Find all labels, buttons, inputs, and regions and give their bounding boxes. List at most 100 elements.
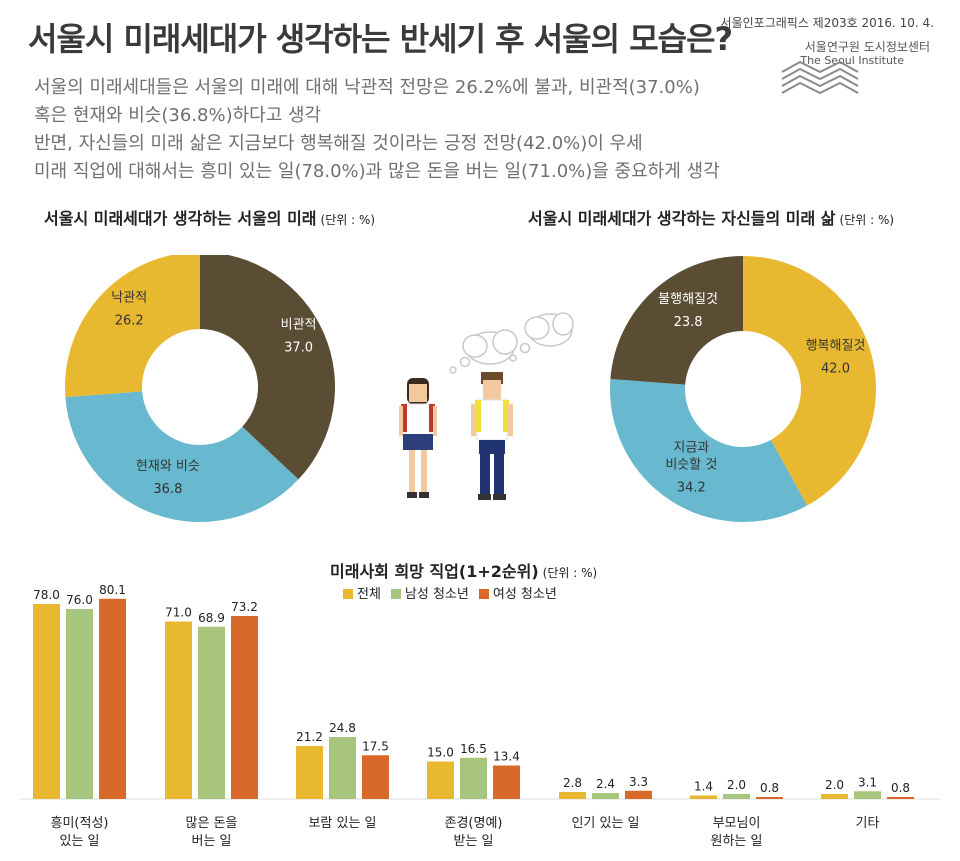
- donut-slice-label: 비슷할 것: [665, 457, 717, 472]
- category-label: 부모님이: [713, 816, 761, 831]
- bar: [690, 795, 717, 799]
- bar-value-label: 2.0: [825, 778, 844, 792]
- donut-slice-value: 23.8: [674, 315, 703, 330]
- legend-label: 전체: [357, 587, 381, 602]
- bar: [33, 604, 60, 799]
- donut-slice-value: 34.2: [677, 480, 706, 495]
- donut-slice-value: 36.8: [153, 482, 182, 497]
- bar-value-label: 13.4: [493, 750, 520, 764]
- bar: [66, 609, 93, 799]
- bar-value-label: 24.8: [329, 721, 356, 735]
- donut-slice-value: 42.0: [821, 361, 850, 376]
- donut-slice-label: 낙관적: [111, 290, 147, 305]
- bar-value-label: 17.5: [362, 739, 389, 753]
- bar-value-label: 71.0: [165, 606, 192, 620]
- thought-bubble-icon: [449, 329, 518, 374]
- bar: [625, 790, 652, 799]
- bar: [231, 616, 258, 799]
- summary-line: 서울의 미래세대들은 서울의 미래에 대해 낙관적 전망은 26.2%에 불과,…: [34, 77, 700, 98]
- donut-slice-value: 37.0: [284, 341, 313, 356]
- chart3-unit: (단위 : %): [542, 566, 598, 580]
- bar-value-label: 3.3: [629, 775, 648, 789]
- bar-value-label: 2.0: [727, 778, 746, 792]
- donut-slice: [610, 378, 808, 522]
- bar-value-label: 0.8: [760, 781, 779, 795]
- category-label: 존경(명예): [445, 816, 503, 831]
- legend-item: 전체: [343, 587, 381, 602]
- page-title: 서울시 미래세대가 생각하는 반세기 후 서울의 모습은?: [28, 20, 733, 58]
- bar: [854, 791, 881, 799]
- bar-value-label: 21.2: [296, 730, 323, 744]
- donut-slice: [743, 256, 876, 506]
- category-label: 버는 일: [191, 834, 231, 849]
- bar-value-label: 2.4: [596, 777, 615, 791]
- donut-slice-label: 지금과: [673, 440, 709, 455]
- thought-bubble-icon: [509, 312, 574, 362]
- legend-item: 여성 청소년: [478, 587, 557, 602]
- legend-swatch: [390, 589, 401, 599]
- bar-value-label: 0.8: [891, 781, 910, 795]
- bar-value-label: 73.2: [231, 600, 258, 614]
- bar-value-label: 3.1: [858, 775, 877, 789]
- chart3-legend: 전체 남성 청소년 여성 청소년: [343, 583, 567, 602]
- category-label: 많은 돈을: [186, 816, 238, 831]
- institute-name-en: The Seoul Institute: [800, 54, 904, 67]
- bar-value-label: 76.0: [66, 593, 93, 607]
- bar-value-label: 2.8: [563, 776, 582, 790]
- legend-label: 여성 청소년: [492, 587, 557, 602]
- bar: [592, 793, 619, 799]
- boy-student-icon: [471, 372, 513, 500]
- bar: [756, 797, 783, 799]
- bar: [362, 755, 389, 799]
- bar-value-label: 16.5: [460, 742, 487, 756]
- donut-slice-label: 행복해질것: [806, 337, 866, 353]
- category-label: 보람 있는 일: [308, 816, 376, 831]
- bar: [887, 797, 914, 799]
- bar: [427, 761, 454, 799]
- donut-slice-label: 불행해질것: [658, 291, 718, 307]
- bar: [723, 794, 750, 799]
- bar-value-label: 80.1: [99, 583, 126, 597]
- donut-slice: [65, 255, 200, 398]
- chart2-title-text: 서울시 미래세대가 생각하는 자신들의 미래 삶: [528, 209, 836, 228]
- summary-line: 혹은 현재와 비슷(36.8%)하다고 생각: [34, 105, 322, 126]
- bar: [198, 626, 225, 799]
- bar: [165, 621, 192, 799]
- category-label: 기타: [856, 816, 880, 831]
- issue-info: 서울인포그래픽스 제203호 2016. 10. 4.: [720, 16, 934, 30]
- bar: [559, 792, 586, 799]
- bar-value-label: 15.0: [427, 746, 454, 760]
- donut-slice: [65, 391, 299, 522]
- chart1-unit: (단위 : %): [320, 213, 376, 227]
- chart2-title: 서울시 미래세대가 생각하는 자신들의 미래 삶 (단위 : %): [528, 205, 894, 229]
- category-label: 원하는 일: [711, 834, 763, 849]
- bar: [460, 757, 487, 799]
- bar-value-label: 68.9: [198, 611, 225, 625]
- chart1-title: 서울시 미래세대가 생각하는 서울의 미래 (단위 : %): [44, 205, 375, 229]
- chart3-title: 미래사회 희망 직업(1+2순위) (단위 : %): [330, 558, 597, 582]
- bar: [99, 598, 126, 799]
- donut-slice-label: 비관적: [281, 318, 317, 333]
- bar-chart-job-preference: 78.0 76.0 80.1 흥미(적성) 있는 일 71.0 68.9 73.2 많은 돈을버…: [20, 583, 940, 849]
- bar-value-label: 1.4: [694, 780, 713, 794]
- chart2-unit: (단위 : %): [839, 213, 895, 227]
- donut-slice-label: 현재와 비슷: [136, 459, 200, 474]
- seoul-institute-logo-icon: [781, 60, 859, 95]
- summary-line: 미래 직업에 대해서는 흥미 있는 일(78.0%)과 많은 돈을 버는 일(7…: [34, 161, 720, 182]
- bar: [821, 794, 848, 799]
- bar: [329, 737, 356, 799]
- legend-swatch: [343, 589, 353, 599]
- bar: [296, 746, 323, 799]
- category-label: 흥미(적성): [51, 816, 109, 831]
- category-label: 받는 일: [453, 834, 493, 849]
- girl-student-icon: [399, 378, 437, 498]
- students-illustration: [399, 312, 574, 500]
- category-label: 있는 일: [59, 834, 99, 849]
- donut-slice-value: 26.2: [115, 313, 144, 328]
- summary-line: 반면, 자신들의 미래 삶은 지금보다 행복해질 것이라는 긍정 전망(42.0…: [34, 133, 643, 154]
- bar: [493, 765, 520, 799]
- donut-chart-seoul-future: 비관적 37.0 현재와 비슷 36.8 낙관적 26.2: [65, 255, 335, 522]
- donut-slice: [200, 255, 335, 480]
- legend-swatch: [478, 589, 489, 599]
- chart1-title-text: 서울시 미래세대가 생각하는 서울의 미래: [44, 209, 317, 228]
